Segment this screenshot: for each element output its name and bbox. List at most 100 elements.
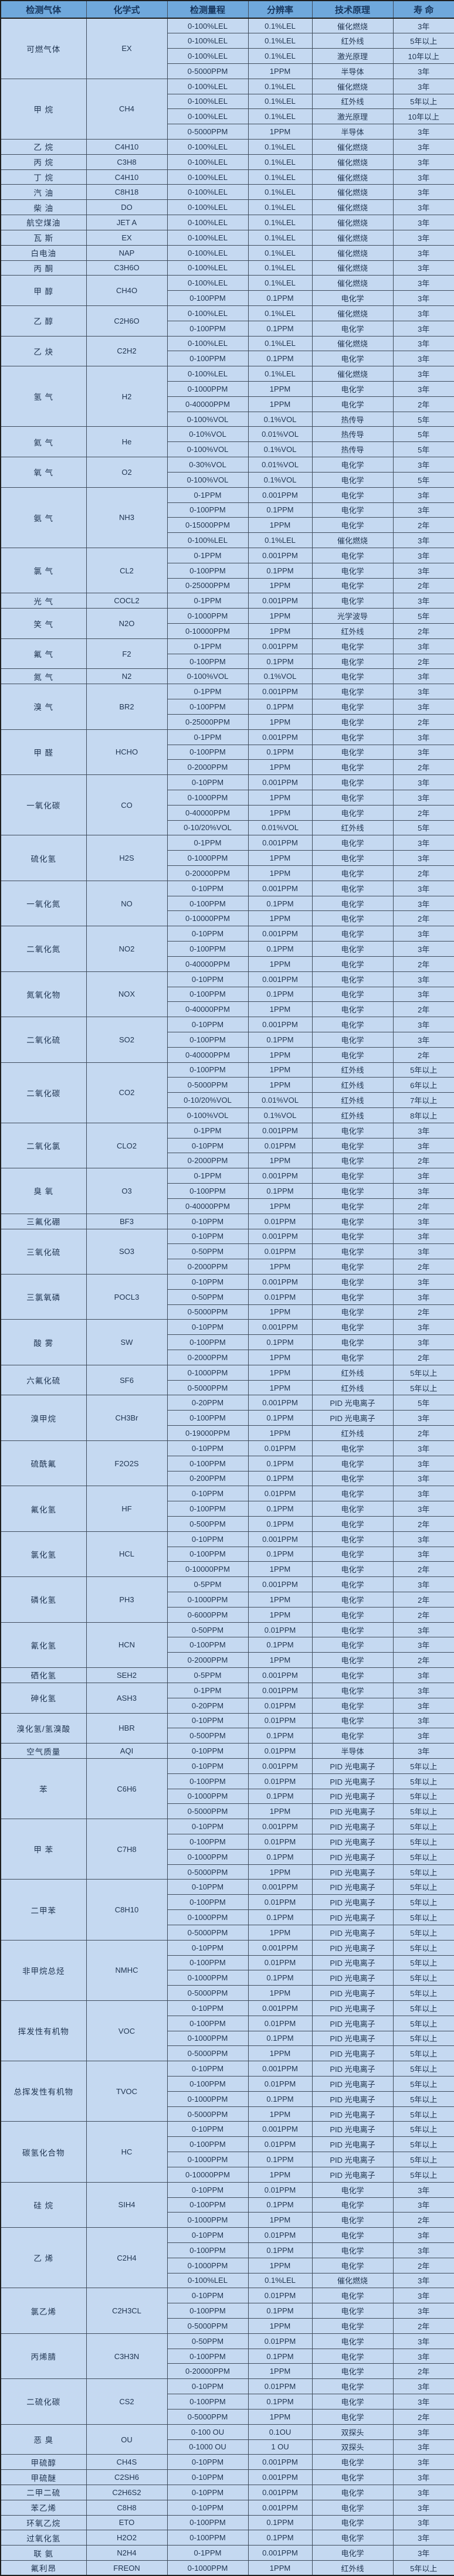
life-cell: 3年 xyxy=(392,684,454,700)
gas-name-cell: 环氧乙烷 xyxy=(0,2514,87,2531)
table-row: 0-100PPM 0.1PPM PID 光电离子 3年 xyxy=(1,1410,454,1426)
life-cell: 5年以上 xyxy=(392,33,454,49)
table-row: 二甲二硫 C2H6S2 0-10PPM 0.001PPM 电化学 3年 xyxy=(0,2484,454,2500)
gas-name-cell: 苯乙烯 xyxy=(0,2499,87,2516)
life-cell: 2年 xyxy=(392,1652,454,1668)
resolution-cell: 1PPM xyxy=(248,910,313,927)
table-row: 0-20000PPM 1PPM 电化学 2年 xyxy=(1,2363,454,2380)
resolution-cell: 1PPM xyxy=(248,1077,313,1093)
principle-cell: 电化学 xyxy=(311,895,394,912)
resolution-cell: 1PPM xyxy=(248,517,313,533)
table-row: 0-10PPM 0.01PPM 电化学 3年 xyxy=(1,1137,454,1154)
table-row: 0-200PPM 0.1PPM 电化学 3年 xyxy=(1,1470,454,1487)
formula-cell: CH4O xyxy=(86,275,168,306)
range-cell: 0-6000PPM xyxy=(167,1606,249,1623)
resolution-cell: 1PPM xyxy=(248,1379,313,1396)
principle-cell: 催化燃烧 xyxy=(311,335,394,352)
table-row: 二甲苯 C8H10 0-10PPM 0.001PPM PID 光电离子 5年以上 xyxy=(0,1879,454,1941)
life-cell: 3年 xyxy=(392,2514,454,2531)
resolution-cell: 1PPM xyxy=(248,1924,313,1941)
formula-cell: C8H8 xyxy=(86,2499,168,2516)
resolution-cell: 0.1PPM xyxy=(248,2152,313,2167)
resolution-cell: 0.1PPM xyxy=(248,2514,313,2531)
gas-name-cell: 三氟化硼 xyxy=(0,1213,87,1229)
life-cell: 5年以上 xyxy=(392,2106,454,2122)
range-cell: 0-40000PPM xyxy=(167,1001,249,1018)
resolution-cell: 1PPM xyxy=(248,850,313,866)
formula-cell: TVOC xyxy=(86,2061,168,2122)
life-cell: 3年 xyxy=(392,457,454,473)
range-cell: 0-5000PPM xyxy=(167,63,249,79)
resolution-cell: 1PPM xyxy=(248,577,313,594)
principle-cell: 电化学 xyxy=(311,713,394,730)
life-cell: 2年 xyxy=(392,759,454,776)
table-row: 非甲烷总烃 NMHC 0-10PPM 0.001PPM PID 光电离子 5年以上 xyxy=(0,1939,454,2001)
principle-cell: 电化学 xyxy=(311,744,394,760)
life-cell: 3年 xyxy=(392,2288,454,2304)
range-cell: 0-100%LEL xyxy=(167,199,249,216)
principle-cell: PID 光电离子 xyxy=(311,1395,394,1411)
principle-cell: 电化学 xyxy=(311,1273,394,1290)
gas-name-cell: 总挥发性有机物 xyxy=(0,2061,87,2122)
resolution-cell: 1PPM xyxy=(248,2106,313,2122)
table-row: 乙 炔 C2H2 0-100%LEL 0.1%LEL 催化燃烧 3年 xyxy=(0,335,454,367)
resolution-cell: 0.1%VOL xyxy=(248,1107,313,1123)
life-cell: 3年 xyxy=(392,895,454,912)
table-row: 0-100PPM 0.01PPM PID 光电离子 5年以上 xyxy=(1,1955,454,1971)
gas-name-cell: 笑 气 xyxy=(0,608,87,639)
principle-cell: PID 光电离子 xyxy=(311,1834,394,1850)
range-cell: 0-10000PPM xyxy=(167,2166,249,2183)
life-cell: 3年 xyxy=(392,532,454,548)
range-cell: 0-100%VOL xyxy=(167,471,249,488)
life-cell: 2年 xyxy=(392,1153,454,1169)
principle-cell: PID 光电离子 xyxy=(311,2030,394,2047)
principle-cell: PID 光电离子 xyxy=(311,1894,394,1911)
principle-cell: PID 光电离子 xyxy=(311,2076,394,2092)
gas-table-body: 可燃气体 EX 0-100%LEL 0.1%LEL 催化燃烧 3年 0-100%LEL 0.1… xyxy=(0,18,454,2576)
range-cell: 0-20000PPM xyxy=(167,2363,249,2380)
life-cell: 3年 xyxy=(392,1168,454,1184)
formula-cell: NAP xyxy=(86,244,168,261)
range-cell: 0-10PPM xyxy=(167,1228,249,1245)
gas-name-cell: 丁 烷 xyxy=(0,169,87,185)
principle-cell: 电化学 xyxy=(311,1319,394,1335)
life-cell: 5年以上 xyxy=(392,1848,454,1865)
resolution-cell: 0.1PPM xyxy=(248,1515,313,1532)
resolution-cell: 0.1PPM xyxy=(248,351,313,367)
formula-cell: C2H2 xyxy=(86,335,168,367)
resolution-cell: 0.001PPM xyxy=(248,1682,313,1698)
range-cell: 0-40000PPM xyxy=(167,804,249,821)
gas-name-cell: 硫酰氟 xyxy=(0,1440,87,1487)
header-life: 寿 命 xyxy=(392,0,454,19)
range-cell: 0-10PPM xyxy=(167,2061,249,2077)
resolution-cell: 1PPM xyxy=(248,713,313,730)
life-cell: 3年 xyxy=(392,260,454,276)
range-cell: 0-1000PPM xyxy=(167,1909,249,1925)
life-cell: 3年 xyxy=(392,593,454,609)
resolution-cell: 0.1%LEL xyxy=(248,335,313,352)
formula-cell: N2 xyxy=(86,668,168,685)
gas-name-cell: 硒化氢 xyxy=(0,1667,87,1683)
principle-cell: 电化学 xyxy=(311,1350,394,1365)
range-cell: 0-5000PPM xyxy=(167,1803,249,1820)
table-row: 0-100PPM 0.1PPM 电化学 3年 xyxy=(1,290,454,306)
table-row: 0-100PPM 0.1PPM 电化学 3年 xyxy=(1,895,454,912)
principle-cell: 红外线 xyxy=(311,1425,394,1441)
life-cell: 3年 xyxy=(392,1697,454,1714)
table-row: 白电油 NAP 0-100%LEL 0.1%LEL 催化燃烧 3年 xyxy=(0,244,454,261)
range-cell: 0-5000PPM xyxy=(167,1864,249,1880)
resolution-cell: 1PPM xyxy=(248,1606,313,1623)
range-cell: 0-5000PPM xyxy=(167,1985,249,2001)
principle-cell: 电化学 xyxy=(311,684,394,700)
table-row: 0-100PPM 0.1PPM 电化学 3年 xyxy=(1,744,454,760)
range-cell: 0-10PPM xyxy=(167,2484,249,2500)
header-row: 检测气体 化学式 检测量程 分辨率 技术原理 寿 命 xyxy=(0,0,454,19)
formula-cell: NOX xyxy=(86,971,168,1018)
principle-cell: 电化学 xyxy=(311,593,394,609)
table-row: 0-100%LEL 0.1%LEL 红外线 5年以上 xyxy=(1,93,454,110)
gas-name-cell: 氯化氢 xyxy=(0,1531,87,1578)
principle-cell: 电化学 xyxy=(311,1440,394,1456)
resolution-cell: 0.1%LEL xyxy=(248,78,313,94)
gas-name-cell: 可燃气体 xyxy=(0,18,87,79)
